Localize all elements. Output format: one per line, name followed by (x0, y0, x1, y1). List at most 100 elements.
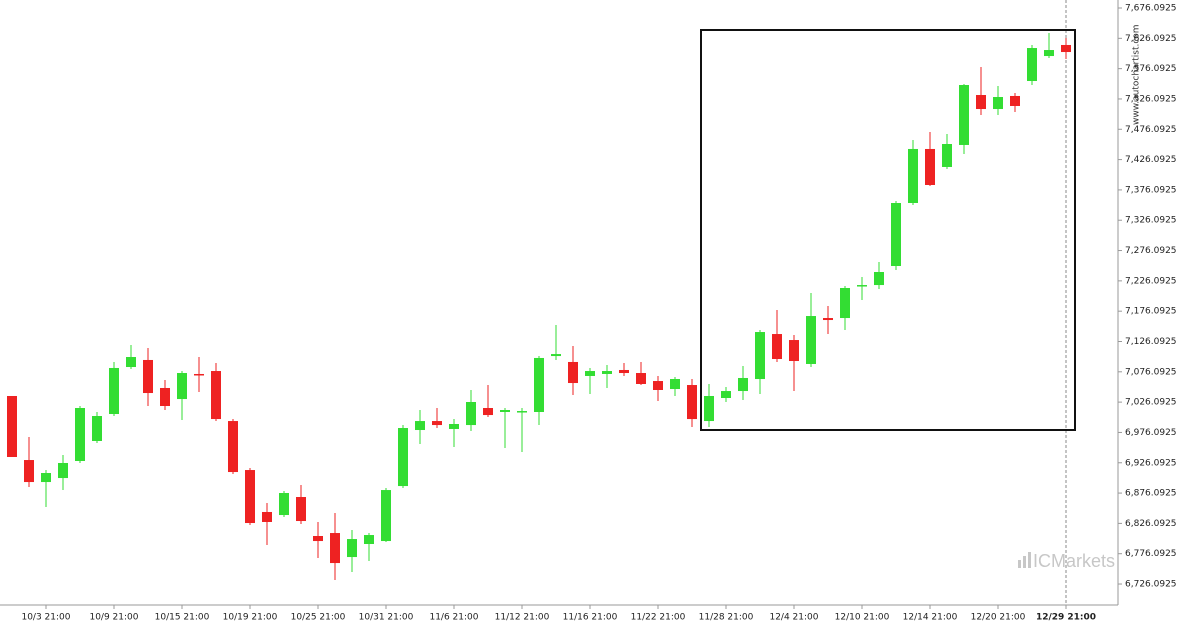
candle-body (466, 401, 476, 426)
candle-body (415, 421, 425, 431)
candle-body (449, 424, 459, 429)
candle-body (840, 288, 850, 319)
y-tick-label: 7,076.0925 (1125, 367, 1177, 377)
candle-body (942, 144, 952, 167)
candle-body (41, 473, 51, 483)
y-tick-label: 7,426.0925 (1125, 155, 1177, 165)
y-tick-label: 7,576.0925 (1125, 64, 1177, 74)
candle-body (313, 535, 323, 542)
y-tick-label: 6,776.0925 (1125, 549, 1177, 559)
candle-body (670, 379, 680, 390)
candle-body (891, 203, 901, 266)
candle-body (568, 361, 578, 384)
candle-body (534, 357, 544, 413)
candle-body (687, 385, 697, 420)
candle-body (194, 373, 204, 376)
candle-body (789, 340, 799, 362)
candle-body (143, 359, 153, 394)
candle-body (126, 357, 136, 368)
candle-body (347, 539, 357, 558)
candle-body (262, 511, 272, 522)
x-tick-label: 12/4 21:00 (769, 613, 818, 623)
candle-body (75, 408, 85, 461)
y-tick-label: 7,226.0925 (1125, 276, 1177, 286)
brand-text: ICMarkets (1033, 551, 1115, 571)
candle-body (636, 373, 646, 384)
candle-body (908, 148, 918, 204)
y-tick-label: 7,326.0925 (1125, 216, 1177, 226)
candle-body (857, 285, 867, 287)
candle-body (772, 334, 782, 360)
candle-body (721, 391, 731, 398)
candle-body (959, 85, 969, 145)
x-tick-label: 12/29 21:00 (1036, 613, 1096, 623)
y-tick-label: 7,026.0925 (1125, 398, 1177, 408)
x-tick-label: 12/20 21:00 (971, 613, 1026, 623)
candle-body (160, 387, 170, 407)
x-tick-label: 10/15 21:00 (155, 613, 210, 623)
x-tick-label: 11/22 21:00 (631, 613, 686, 623)
logo-bar (1028, 552, 1031, 568)
candle-body (211, 371, 221, 420)
candle-body (92, 416, 102, 441)
candle-body (823, 318, 833, 321)
candle-body (381, 490, 391, 542)
candle-body (109, 367, 119, 415)
candle-body (398, 428, 408, 487)
candle-body (1027, 48, 1037, 82)
candle-body (483, 408, 493, 416)
candle-body (1044, 50, 1054, 57)
x-tick-label: 11/28 21:00 (699, 613, 754, 623)
x-tick-label: 11/6 21:00 (429, 613, 478, 623)
candle-body (228, 421, 238, 473)
candle-body (517, 411, 527, 413)
x-tick-label: 10/31 21:00 (359, 613, 414, 623)
pattern-box (700, 29, 1076, 431)
y-tick-label: 7,676.0925 (1125, 4, 1177, 14)
candle-body (7, 395, 17, 457)
y-tick-label: 7,626.0925 (1125, 34, 1177, 44)
y-tick-label: 7,376.0925 (1125, 185, 1177, 195)
candle-body (500, 410, 510, 413)
candle-body (585, 371, 595, 376)
candle-body (24, 460, 34, 483)
candle-body (653, 381, 663, 390)
x-tick-label: 11/12 21:00 (495, 613, 550, 623)
candle-body (925, 148, 935, 185)
logo-bar (1023, 556, 1026, 568)
candle-body (1061, 44, 1071, 53)
candle-body (364, 535, 374, 545)
y-tick-label: 6,826.0925 (1125, 519, 1177, 529)
x-tick-label: 11/16 21:00 (563, 613, 618, 623)
watermark: www.autochartist.com (1132, 24, 1142, 125)
y-tick-label: 7,476.0925 (1125, 125, 1177, 135)
y-tick-label: 6,926.0925 (1125, 458, 1177, 468)
candle-body (602, 371, 612, 374)
y-tick-label: 7,126.0925 (1125, 337, 1177, 347)
y-tick-label: 7,176.0925 (1125, 307, 1177, 317)
x-tick-label: 10/9 21:00 (89, 613, 138, 623)
candle-body (806, 316, 816, 364)
candle-body (279, 493, 289, 516)
candle-body (755, 332, 765, 380)
candle-body (245, 470, 255, 524)
y-tick-label: 7,276.0925 (1125, 246, 1177, 256)
candle-body (704, 395, 714, 422)
candle-body (1010, 95, 1020, 106)
candle-body (993, 97, 1003, 110)
candle-body (551, 354, 561, 357)
y-tick-label: 6,726.0925 (1125, 580, 1177, 590)
candle-body (330, 533, 340, 564)
x-tick-label: 12/14 21:00 (903, 613, 958, 623)
logo-bar (1018, 560, 1021, 568)
x-tick-label: 10/19 21:00 (223, 613, 278, 623)
candle-body (874, 272, 884, 286)
y-tick-label: 6,876.0925 (1125, 489, 1177, 499)
candle-body (432, 421, 442, 426)
candle-body (296, 497, 306, 522)
y-tick-label: 7,526.0925 (1125, 94, 1177, 104)
candle-body (619, 369, 629, 374)
x-tick-label: 10/3 21:00 (21, 613, 70, 623)
